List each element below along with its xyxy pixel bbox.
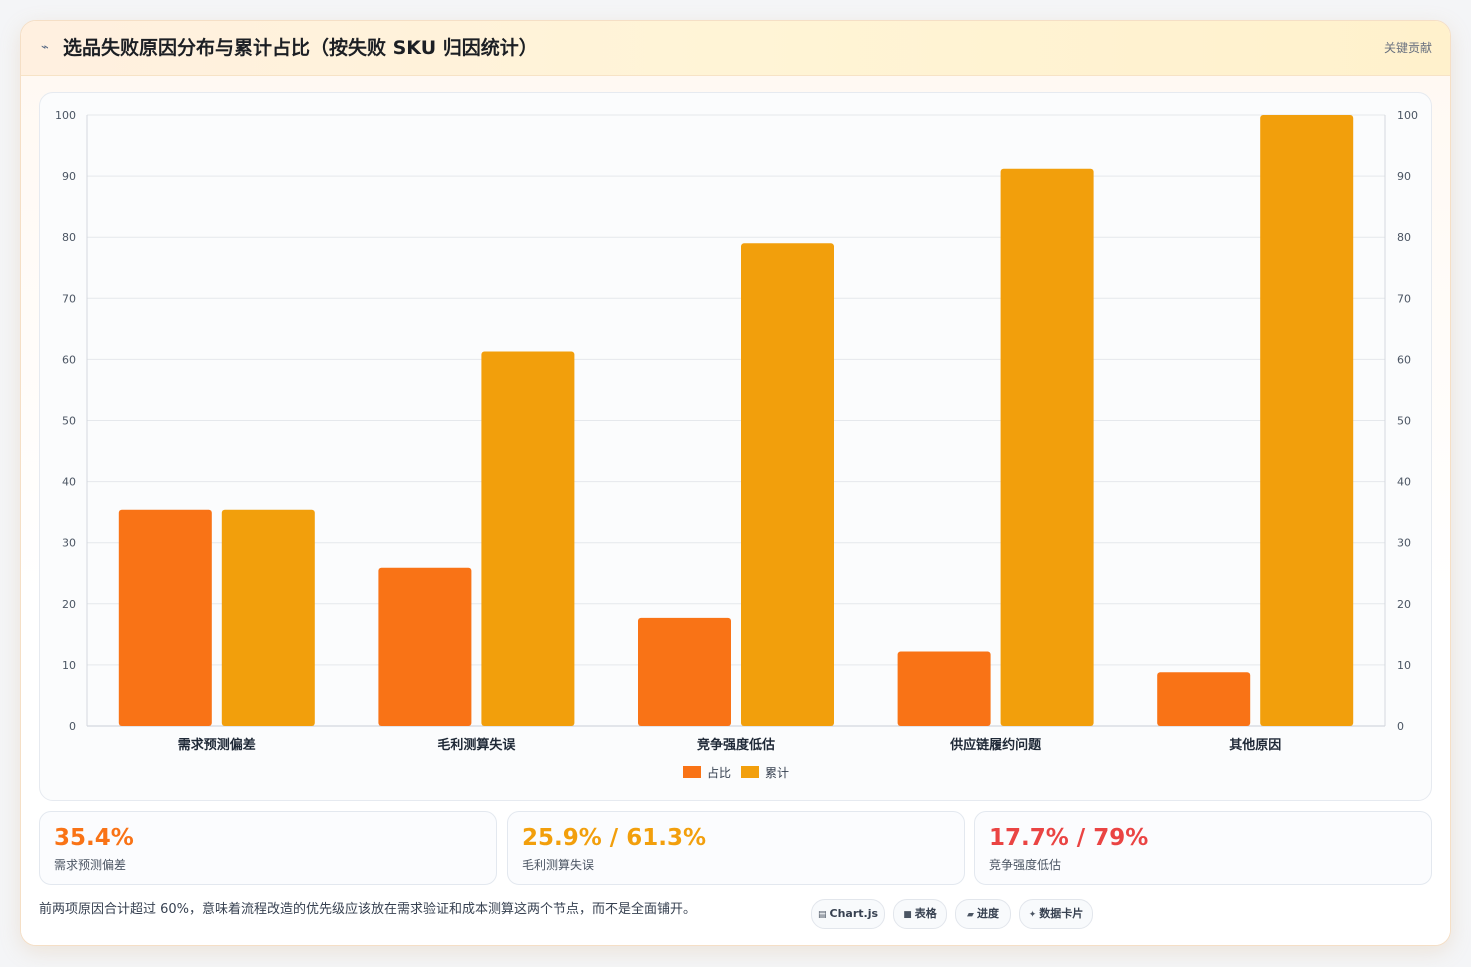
legend-swatch — [741, 766, 759, 778]
y-tick-label-right: 80 — [1397, 231, 1411, 244]
stat-card-2: 25.9% / 61.3% 毛利测算失误 — [507, 811, 965, 885]
chartjs-pill[interactable]: ▤ Chart.js — [811, 899, 885, 929]
bar-share — [378, 567, 472, 726]
y-tick-label-left: 90 — [62, 170, 76, 183]
bar-cumulative — [221, 509, 315, 726]
y-tick-label-right: 0 — [1397, 720, 1404, 733]
footer-note: 前两项原因合计超过 60%，意味着流程改造的优先级应该放在需求验证和成本测算这两… — [39, 902, 697, 917]
bar-cumulative — [741, 243, 834, 726]
y-tick-label-right: 100 — [1397, 109, 1418, 122]
chart-card: ⌁ 选品失败原因分布与累计占比（按失败 SKU 归因统计） 关键贡献 0 10 20… — [20, 20, 1451, 946]
y-axis-left: 0 10 20 30 40 50 60 70 80 90 100 — [55, 109, 76, 733]
y-tick-label-right: 90 — [1397, 170, 1411, 183]
progress-icon: ▰ — [967, 910, 974, 920]
y-tick-label-right: 10 — [1397, 659, 1411, 672]
progress-pill[interactable]: ▰ 进度 — [955, 899, 1011, 929]
stat-card-3: 17.7% / 79% 竞争强度低估 — [974, 811, 1432, 885]
bar-chart: 0 10 20 30 40 50 60 70 80 90 100 0 10 20 30 40 50 60 70 80… — [55, 109, 1418, 780]
pill-label: 表格 — [914, 907, 937, 920]
legend-label: 累计 — [765, 766, 789, 780]
spark-icon: ⌁ — [41, 40, 49, 55]
y-tick-label-left: 70 — [62, 292, 76, 305]
y-tick-label-right: 30 — [1397, 537, 1411, 550]
y-tick-label-left: 30 — [62, 537, 76, 550]
x-axis-labels: 需求预测偏差 毛利测算失误 竞争强度低估 供应链履约问题 其他原因 — [178, 737, 1281, 753]
y-tick-label-right: 70 — [1397, 292, 1411, 305]
stat-label: 毛利测算失误 — [522, 858, 595, 872]
bar-share — [638, 617, 731, 726]
legend-label: 占比 — [707, 765, 731, 780]
chart-icon: ▤ — [817, 910, 827, 920]
y-axis-right: 0 10 20 30 40 50 60 70 80 90 100 — [1397, 109, 1418, 733]
y-tick-label-right: 50 — [1397, 415, 1411, 428]
x-tick-label: 毛利测算失误 — [437, 737, 516, 753]
stat-value: 35.4% — [54, 825, 134, 851]
data-card-pill[interactable]: ✦ 数据卡片 — [1019, 899, 1093, 929]
bar-cumulative — [1000, 168, 1094, 726]
stat-label: 需求预测偏差 — [54, 858, 127, 872]
card-header: ⌁ 选品失败原因分布与累计占比（按失败 SKU 归因统计） 关键贡献 — [21, 21, 1450, 76]
bar-cumulative — [481, 351, 575, 726]
stat-label: 竞争强度低估 — [989, 858, 1062, 872]
y-tick-label-left: 60 — [62, 353, 76, 366]
pill-label: Chart.js — [829, 907, 879, 920]
y-tick-label-right: 60 — [1397, 353, 1411, 366]
key-contribution-badge[interactable]: 关键贡献 — [1383, 41, 1432, 55]
bar-share — [897, 651, 991, 726]
y-tick-label-right: 20 — [1397, 598, 1411, 611]
y-tick-label-left: 50 — [62, 415, 76, 428]
table-pill[interactable]: ■ 表格 — [893, 899, 947, 929]
y-tick-label-left: 100 — [55, 109, 76, 122]
legend: 占比 累计 — [683, 765, 789, 780]
card-title: 选品失败原因分布与累计占比（按失败 SKU 归因统计） — [63, 37, 538, 59]
stat-value: 17.7% / 79% — [989, 825, 1149, 851]
bar-cumulative — [1260, 115, 1354, 726]
y-tick-label-left: 10 — [62, 659, 76, 672]
x-tick-label: 需求预测偏差 — [178, 737, 256, 753]
y-tick-label-left: 20 — [62, 598, 76, 611]
x-tick-label: 供应链履约问题 — [949, 737, 1042, 753]
y-tick-label-left: 40 — [62, 476, 76, 489]
y-tick-label-right: 40 — [1397, 476, 1411, 489]
bars — [118, 115, 1354, 726]
y-tick-label-left: 80 — [62, 231, 76, 244]
table-icon: ■ — [903, 910, 912, 920]
x-tick-label: 竞争强度低估 — [697, 737, 775, 753]
bar-share — [1157, 672, 1251, 726]
pill-label: 进度 — [976, 907, 999, 920]
stat-card-1: 35.4% 需求预测偏差 — [39, 811, 497, 885]
chart-panel: 0 10 20 30 40 50 60 70 80 90 100 0 10 20 30 40 50 60 70 80… — [39, 92, 1432, 801]
pill-label: 数据卡片 — [1039, 907, 1084, 920]
x-tick-label: 其他原因 — [1229, 737, 1281, 753]
data-card-icon: ✦ — [1028, 910, 1037, 920]
stat-value: 25.9% / 61.3% — [522, 825, 706, 851]
legend-swatch — [683, 766, 701, 778]
y-tick-label-left: 0 — [69, 720, 76, 733]
bar-share — [118, 509, 212, 726]
